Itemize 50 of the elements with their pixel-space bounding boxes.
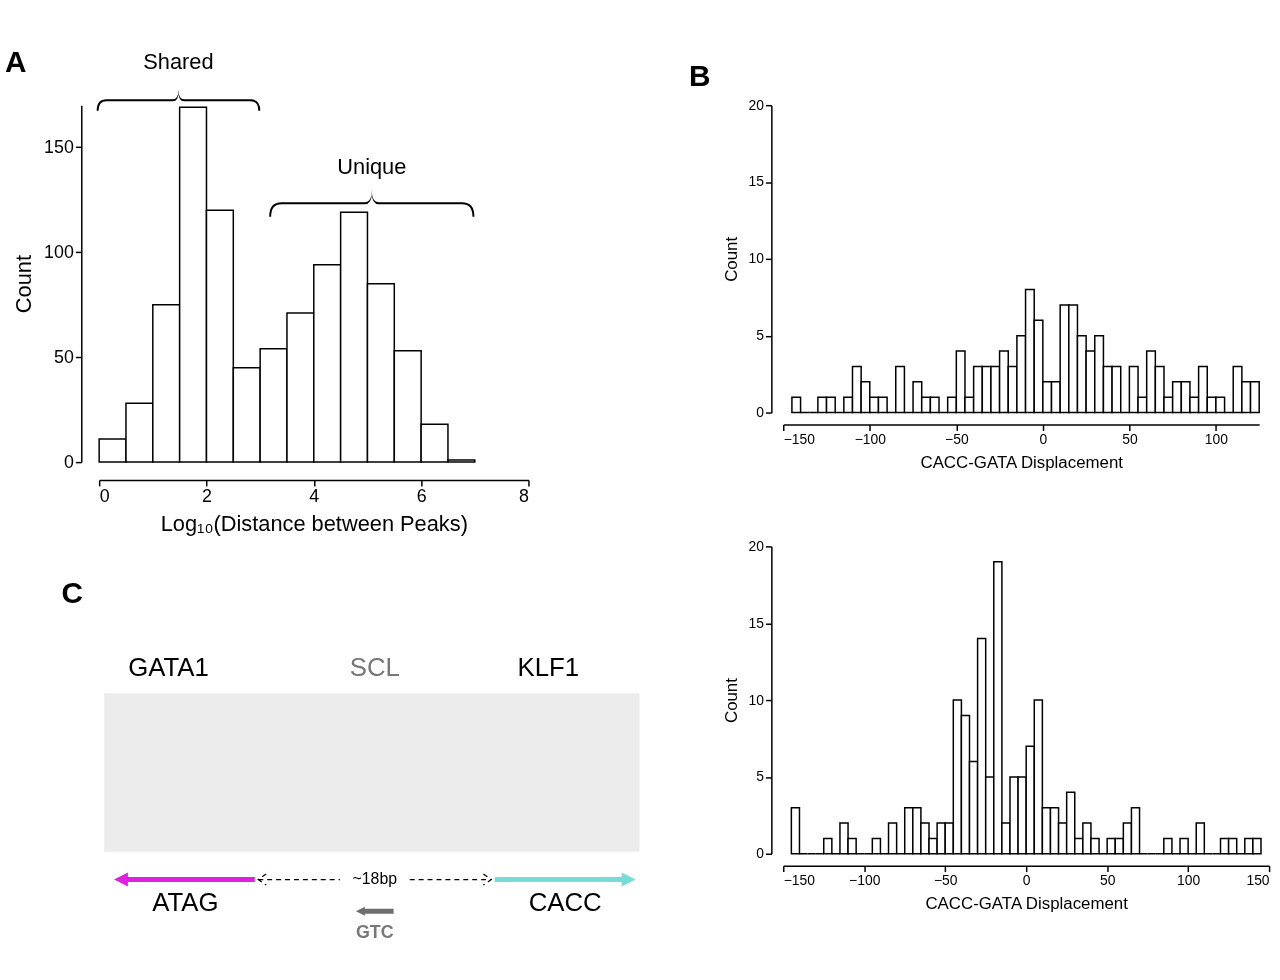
x-tick-label: −50	[933, 871, 958, 888]
x-axis-title: CACC-GATA Displacement	[925, 893, 1129, 913]
x-tick-label: −100	[849, 871, 881, 888]
text: GTC	[355, 922, 394, 943]
y-tick-label: 5	[756, 768, 765, 785]
y-tick-label: 10	[748, 691, 765, 708]
x-axis-title: CACC-GATA Displacement	[920, 452, 1124, 472]
y-tick-label: 15	[748, 173, 765, 190]
x-tick-label: 4	[309, 486, 320, 507]
x-tick-label: 50	[1099, 871, 1116, 888]
x-tick-label: 100	[1204, 430, 1229, 447]
text: C	[61, 575, 83, 609]
x-tick-label: −100	[854, 430, 887, 447]
x-tick-label: 8	[519, 486, 530, 507]
y-tick-label: 20	[748, 96, 765, 113]
text: Shared	[143, 49, 214, 75]
y-tick-label: 0	[63, 451, 74, 472]
x-tick-label: −150	[783, 430, 816, 447]
y-tick-label: 100	[44, 241, 74, 262]
y-tick-label: 20	[748, 537, 765, 554]
y-tick-label: 10	[748, 250, 765, 267]
x-tick-label: 6	[416, 486, 427, 507]
text: KLF1	[517, 653, 580, 682]
text: CACC	[528, 888, 602, 917]
x-tick-label: 2	[202, 486, 213, 507]
x-tick-label: −50	[945, 430, 969, 447]
y-tick-label: 150	[44, 136, 74, 157]
x-tick-label: 100	[1177, 871, 1201, 888]
y-tick-label: 0	[756, 845, 765, 862]
y-axis-title: Count	[11, 255, 37, 314]
annotation: Unique	[337, 153, 407, 179]
text: ~18bp	[352, 870, 398, 888]
x-tick-label: 150	[1246, 871, 1270, 888]
x-tick-label: 0	[99, 486, 110, 507]
y-tick-label: 15	[748, 614, 765, 631]
y-tick-label: 5	[756, 327, 765, 344]
x-tick-label: 0	[1039, 430, 1048, 447]
text: GATA1	[128, 653, 209, 682]
text: B	[689, 59, 711, 93]
x-tick-label: 0	[1022, 871, 1031, 888]
y-axis-title: Count	[721, 236, 741, 282]
y-tick-label: 50	[54, 346, 74, 367]
x-tick-label: 50	[1122, 430, 1138, 447]
x-axis-title: Log₁₀(Distance between Peaks)	[160, 511, 468, 537]
y-tick-label: 0	[756, 404, 765, 420]
x-tick-label: −150	[783, 871, 816, 888]
y-axis-title: Count	[721, 677, 741, 724]
text: A	[4, 45, 27, 79]
text: SCL	[349, 653, 400, 682]
text: ATAG	[152, 888, 219, 917]
